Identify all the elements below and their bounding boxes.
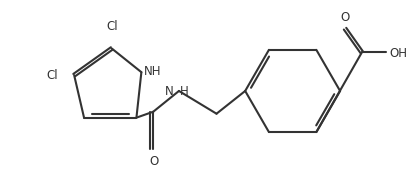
Text: Cl: Cl xyxy=(47,69,58,82)
Text: O: O xyxy=(149,155,158,168)
Text: O: O xyxy=(339,11,349,24)
Text: N: N xyxy=(165,86,173,98)
Text: Cl: Cl xyxy=(106,20,117,33)
Text: OH: OH xyxy=(389,47,407,60)
Text: H: H xyxy=(180,86,188,98)
Text: NH: NH xyxy=(144,65,162,78)
